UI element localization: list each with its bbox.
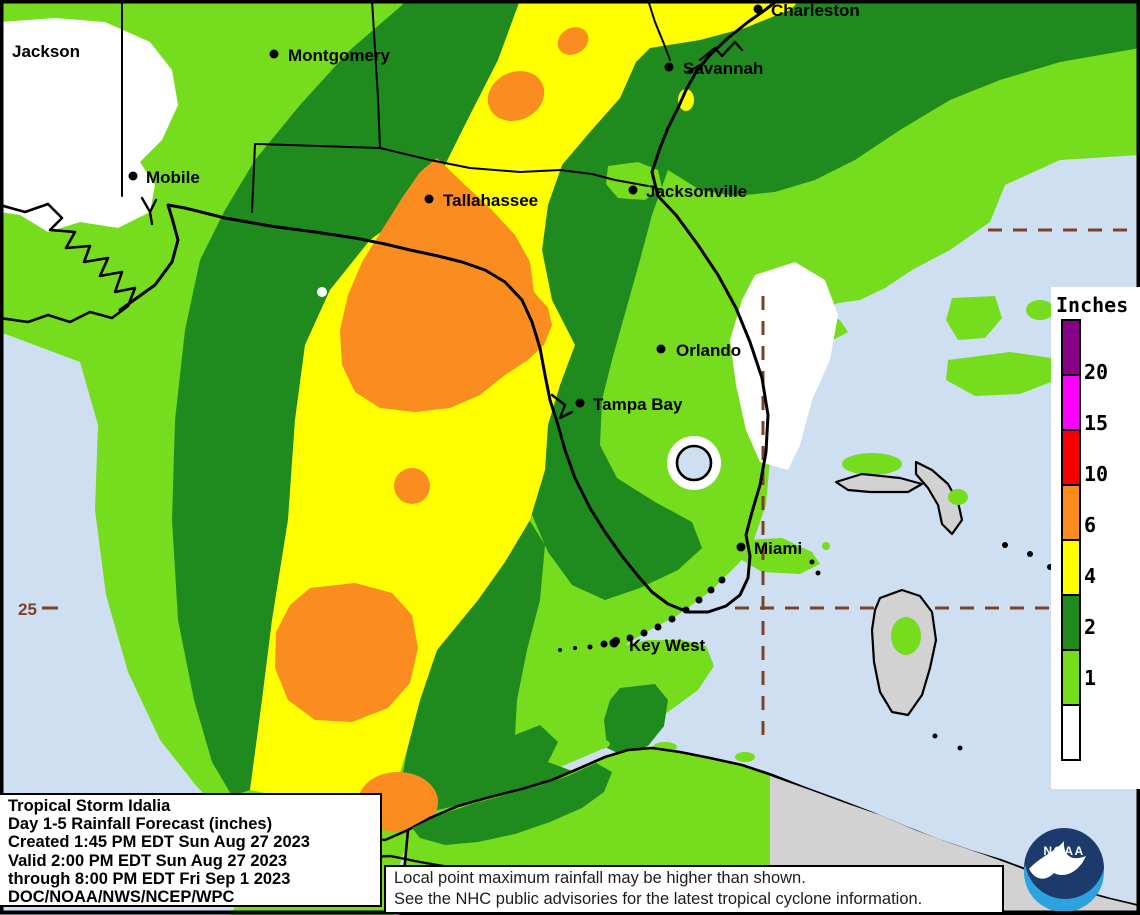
disclaimer-box: Local point maximum rainfall may be high… xyxy=(384,865,1004,912)
rain-region-lt1in-centralfl xyxy=(730,262,838,470)
state-borders xyxy=(121,0,671,213)
city-label-tampa-bay: Tampa Bay xyxy=(593,395,683,414)
city-label-montgomery: Montgomery xyxy=(288,46,391,65)
through-timestamp: through 8:00 PM EDT Fri Sep 1 2023 xyxy=(8,869,291,888)
city-label-savannah: Savannah xyxy=(683,59,763,78)
tampa-bay-inlet xyxy=(550,393,574,420)
city-markers: Jackson Montgomery Mobile Charleston Savanna… xyxy=(12,1,860,655)
city-dot-mobile xyxy=(128,171,138,181)
disclaimer-line1: Local point maximum rainfall may be high… xyxy=(394,869,806,887)
city-dot-charleston xyxy=(753,4,763,14)
rain-region-lt1in-dot xyxy=(317,287,327,297)
rain-region-4to6in-pocket xyxy=(678,89,694,111)
agency-credit: DOC/NOAA/NWS/NCEP/WPC xyxy=(8,888,235,907)
legend-swatch-0 xyxy=(1061,319,1081,376)
storm-title: Tropical Storm Idalia xyxy=(8,797,171,815)
rain-region-6to10in-bigbend xyxy=(340,158,552,412)
abaco-rain-patch xyxy=(948,489,968,505)
cuba-rain-2to4in xyxy=(412,763,612,845)
city-label-jacksonville: Jacksonville xyxy=(646,182,747,201)
noaa-logo-text: NOAA xyxy=(1043,844,1084,858)
city-jackson: Jackson xyxy=(12,42,80,61)
lake-okeechobee xyxy=(675,444,713,482)
rain-region-6to10in-dot xyxy=(394,468,430,504)
city-savannah: Savannah xyxy=(664,59,763,78)
city-jacksonville: Jacksonville xyxy=(628,182,747,201)
city-dot-montgomery xyxy=(269,49,279,59)
legend-swatch-5 xyxy=(1061,594,1081,651)
city-tallahassee: Tallahassee xyxy=(424,191,538,210)
noaa-logo: NOAA xyxy=(1024,828,1104,911)
mobile-bay xyxy=(140,196,158,226)
rain-region-6to10in-blob2 xyxy=(487,71,545,121)
legend-swatch-2 xyxy=(1061,429,1081,486)
legend-swatch-7 xyxy=(1061,704,1081,761)
rain-region-6to10in-south xyxy=(275,583,418,722)
legend-swatch-3 xyxy=(1061,484,1081,541)
charleston-estuaries xyxy=(686,40,744,74)
legend-swatch-1 xyxy=(1061,374,1081,431)
rain-region-2to4in-south xyxy=(398,505,615,814)
legend-title: Inches xyxy=(1056,293,1129,317)
noaa-gull-icon xyxy=(1029,841,1086,879)
rain-region-2to4in-west-band xyxy=(172,0,520,796)
city-orlando: Orlando xyxy=(656,341,741,360)
city-tampa-bay: Tampa Bay xyxy=(575,395,683,414)
valid-timestamp: Valid 2:00 PM EDT Sun Aug 27 2023 xyxy=(8,851,288,870)
city-label-mobile: Mobile xyxy=(146,168,200,187)
city-mobile: Mobile xyxy=(128,168,200,187)
city-dot-miami xyxy=(736,542,746,552)
city-label-jackson: Jackson xyxy=(12,42,80,61)
city-label-miami: Miami xyxy=(754,539,802,558)
city-dot-jacksonville xyxy=(628,185,638,195)
city-label-orlando: Orlando xyxy=(676,341,741,360)
rain-region-6to10in-blob1 xyxy=(557,27,589,55)
legend-boundary-10: 10 xyxy=(1084,462,1109,486)
legend-boundary-4: 4 xyxy=(1084,564,1097,588)
rain-region-2to4in-east xyxy=(410,0,1140,600)
city-label-charleston: Charleston xyxy=(771,1,860,20)
city-montgomery: Montgomery xyxy=(269,46,391,65)
legend-swatch-6 xyxy=(1061,649,1081,706)
city-dot-tallahassee xyxy=(424,194,434,204)
title-box: Tropical Storm Idalia Day 1-5 Rainfall F… xyxy=(0,793,382,907)
abaco-island xyxy=(914,460,964,536)
rainfall-legend: Inches 20 15 10 6 4 2 1 xyxy=(1051,287,1140,789)
city-label-key-west: Key West xyxy=(629,636,706,655)
legend-color-bar xyxy=(1061,319,1081,761)
city-dot-key-west xyxy=(609,638,619,648)
legend-boundary-6: 6 xyxy=(1084,513,1097,537)
legend-boundary-20: 20 xyxy=(1084,360,1109,384)
city-charleston: Charleston xyxy=(753,1,860,20)
louisiana-delta xyxy=(0,202,137,324)
city-miami: Miami xyxy=(736,539,802,558)
city-dot-orlando xyxy=(656,344,666,354)
lat-25-label: 25 xyxy=(18,600,37,619)
forecast-subtitle: Day 1-5 Rainfall Forecast (inches) xyxy=(8,815,273,834)
grand-bahama-island xyxy=(834,472,924,494)
created-timestamp: Created 1:45 PM EDT Sun Aug 27 2023 xyxy=(8,833,310,852)
gulf-water xyxy=(0,332,255,915)
city-dot-savannah xyxy=(664,62,674,72)
legend-boundary-1: 1 xyxy=(1084,666,1097,690)
city-key-west: Key West xyxy=(609,636,706,655)
noaa-logo-sea2 xyxy=(1024,865,1104,908)
city-label-tallahassee: Tallahassee xyxy=(443,191,538,210)
andros-rain-patch xyxy=(891,617,921,655)
disclaimer-line2: See the NHC public advisories for the la… xyxy=(394,890,923,908)
legend-boundary-2: 2 xyxy=(1084,615,1097,639)
gulf-atlantic-coast xyxy=(118,0,780,614)
legend-swatch-4 xyxy=(1061,539,1081,596)
city-dot-tampa-bay xyxy=(575,398,585,408)
rain-region-2to4in-finger xyxy=(604,684,668,756)
coastlines xyxy=(0,0,780,614)
legend-boundary-15: 15 xyxy=(1084,411,1109,435)
